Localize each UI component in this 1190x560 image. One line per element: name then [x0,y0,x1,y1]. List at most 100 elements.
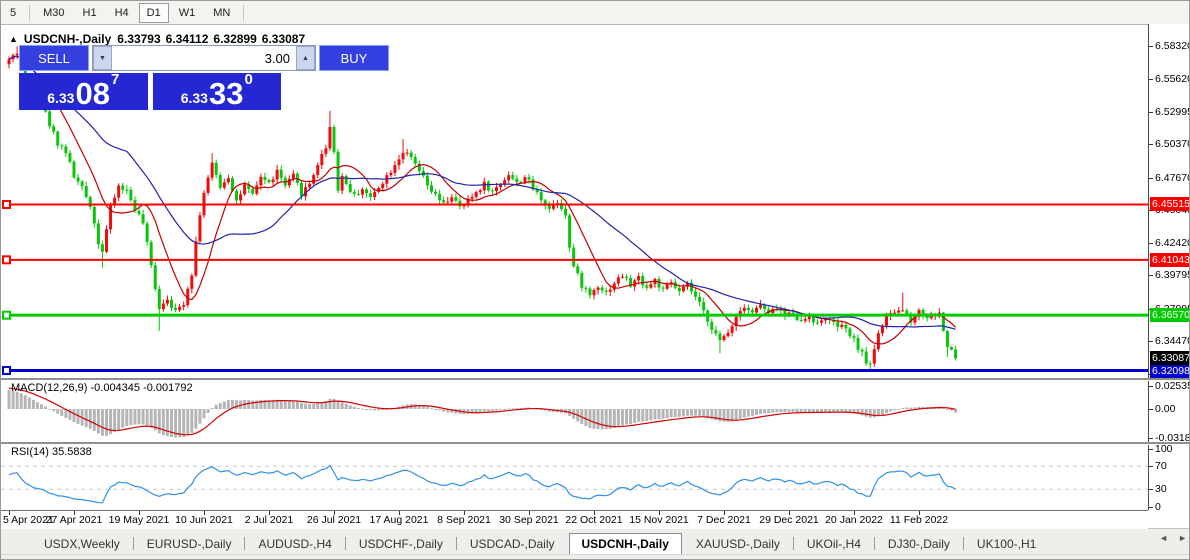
timeframe-button-5[interactable]: 5 [10,6,17,19]
candle-body [893,312,897,314]
candle-body [710,321,714,330]
pane-separator[interactable] [1,442,1189,445]
level-line-handle[interactable] [2,199,11,209]
candle-body [763,304,767,310]
date-tick [74,511,75,515]
timeframe-button-mn[interactable]: MN [213,6,231,19]
tab-scroll-left-icon[interactable]: ◄ [1159,533,1169,543]
timeframe-button-h4[interactable]: H4 [114,6,129,19]
chart-tab-eurusd[interactable]: EURUSD-,Daily [146,537,232,551]
volume-input[interactable] [112,46,296,70]
chart-tab-uk100[interactable]: UK100-,H1 [976,537,1037,551]
macd-histogram-bar [543,409,547,411]
buy-button[interactable]: BUY [319,45,389,71]
bid-prefix: 6.33 [47,90,75,106]
rsi-pane[interactable] [1,444,1148,509]
macd-histogram-bar [783,409,787,413]
macd-histogram-bar [15,391,19,409]
sell-button[interactable]: SELL [19,45,89,71]
macd-histogram-bar [328,398,332,409]
macd-histogram-bar [133,409,137,425]
axis-tick-label: 0.00 [1155,403,1176,415]
macd-histogram-bar [413,404,417,409]
candle-body [356,193,360,195]
timeframe-button-d1[interactable]: D1 [138,2,169,23]
chart-tab-usdcad[interactable]: USDCAD-,Daily [469,537,555,551]
ask-price[interactable]: 6.33 33 0 [152,72,281,110]
candle-body [222,182,226,188]
date-tick [139,511,140,515]
candle-body [470,196,474,199]
macd-histogram-bar [905,407,909,409]
axis-tick [1149,409,1153,410]
chart-tab-usdcnh[interactable]: USDCNH-,Daily [568,533,682,555]
macd-histogram-bar [105,409,108,436]
candle-body [584,287,588,289]
collapse-trade-panel-icon[interactable]: ▲ [9,34,18,44]
candle-body [438,193,442,201]
macd-histogram-bar [702,409,706,417]
candle-body [210,162,214,178]
level-line-handle[interactable] [2,310,11,320]
axis-tick-label: 6.58320 [1155,40,1190,52]
candle-body [840,324,844,327]
candle-body [52,126,56,132]
toolbar-separator [29,4,31,21]
candle-body [291,173,295,179]
candle-body [803,319,807,321]
price-pane[interactable] [1,29,1148,378]
chart-tab-xauusd[interactable]: XAUUSD-,Daily [695,537,780,551]
timeframe-button-h1[interactable]: H1 [82,6,97,19]
bid-price[interactable]: 6.33 08 7 [19,72,148,110]
candle-body [153,265,157,289]
macd-histogram-bar [235,400,238,409]
macd-histogram-bar [844,409,848,413]
candle-body [336,151,340,191]
level-line-handle[interactable] [2,366,11,376]
candle-body [945,330,949,347]
macd-pane[interactable] [1,380,1148,442]
axis-tick [1149,489,1153,491]
volume-increase-button[interactable]: ▲ [296,46,315,70]
candle-body [247,184,251,189]
chart-tab-audusd[interactable]: AUDUSD-,H4 [258,537,332,551]
candle-body [657,278,661,288]
macd-histogram-bar [348,405,352,409]
timeframe-button-w1[interactable]: W1 [178,6,196,19]
chart-tab-dj30[interactable]: DJ30-,Daily [887,537,950,551]
chart-title: USDCNH-,Daily [23,32,112,46]
macd-histogram-bar [230,399,234,409]
chart-tab-ukoil[interactable]: UKOil-,H4 [806,537,861,551]
macd-histogram-bar [31,399,35,409]
axis-tick-label: -0.031833 [1155,431,1189,444]
date-tick [789,511,790,515]
candle-body [149,242,153,266]
candle-body [848,328,852,337]
pane-separator[interactable] [1,378,1189,381]
candle-body [921,309,925,316]
chart-tab-usdx[interactable]: USDX,Weekly [44,537,120,551]
volume-decrease-button[interactable]: ▼ [93,46,112,70]
level-line-handle[interactable] [2,255,11,265]
macd-histogram-bar [332,398,336,409]
tab-scroll-right-icon[interactable]: ► [1178,533,1187,543]
macd-histogram-bar [385,409,389,410]
candle-body [23,66,27,79]
macd-histogram-bar [190,409,194,433]
axis-tick-label: 0 [1155,500,1161,511]
axis-tick-label: 100 [1155,443,1173,455]
macd-histogram-bar [596,409,600,430]
candle-body [876,333,880,350]
candle-body [600,287,604,291]
macd-histogram-bar [669,409,673,418]
candle-body [48,111,52,127]
macd-histogram-bar [645,409,649,421]
macd-histogram-bar [771,409,775,413]
candle-body [901,310,905,312]
timeframe-button-m30[interactable]: M30 [43,6,65,19]
axis-tick-label: 6.55620 [1155,73,1190,86]
macd-histogram-bar [210,407,214,409]
candle-body [397,159,401,166]
macd-histogram-bar [442,409,446,412]
chart-tab-usdchf[interactable]: USDCHF-,Daily [358,537,443,551]
